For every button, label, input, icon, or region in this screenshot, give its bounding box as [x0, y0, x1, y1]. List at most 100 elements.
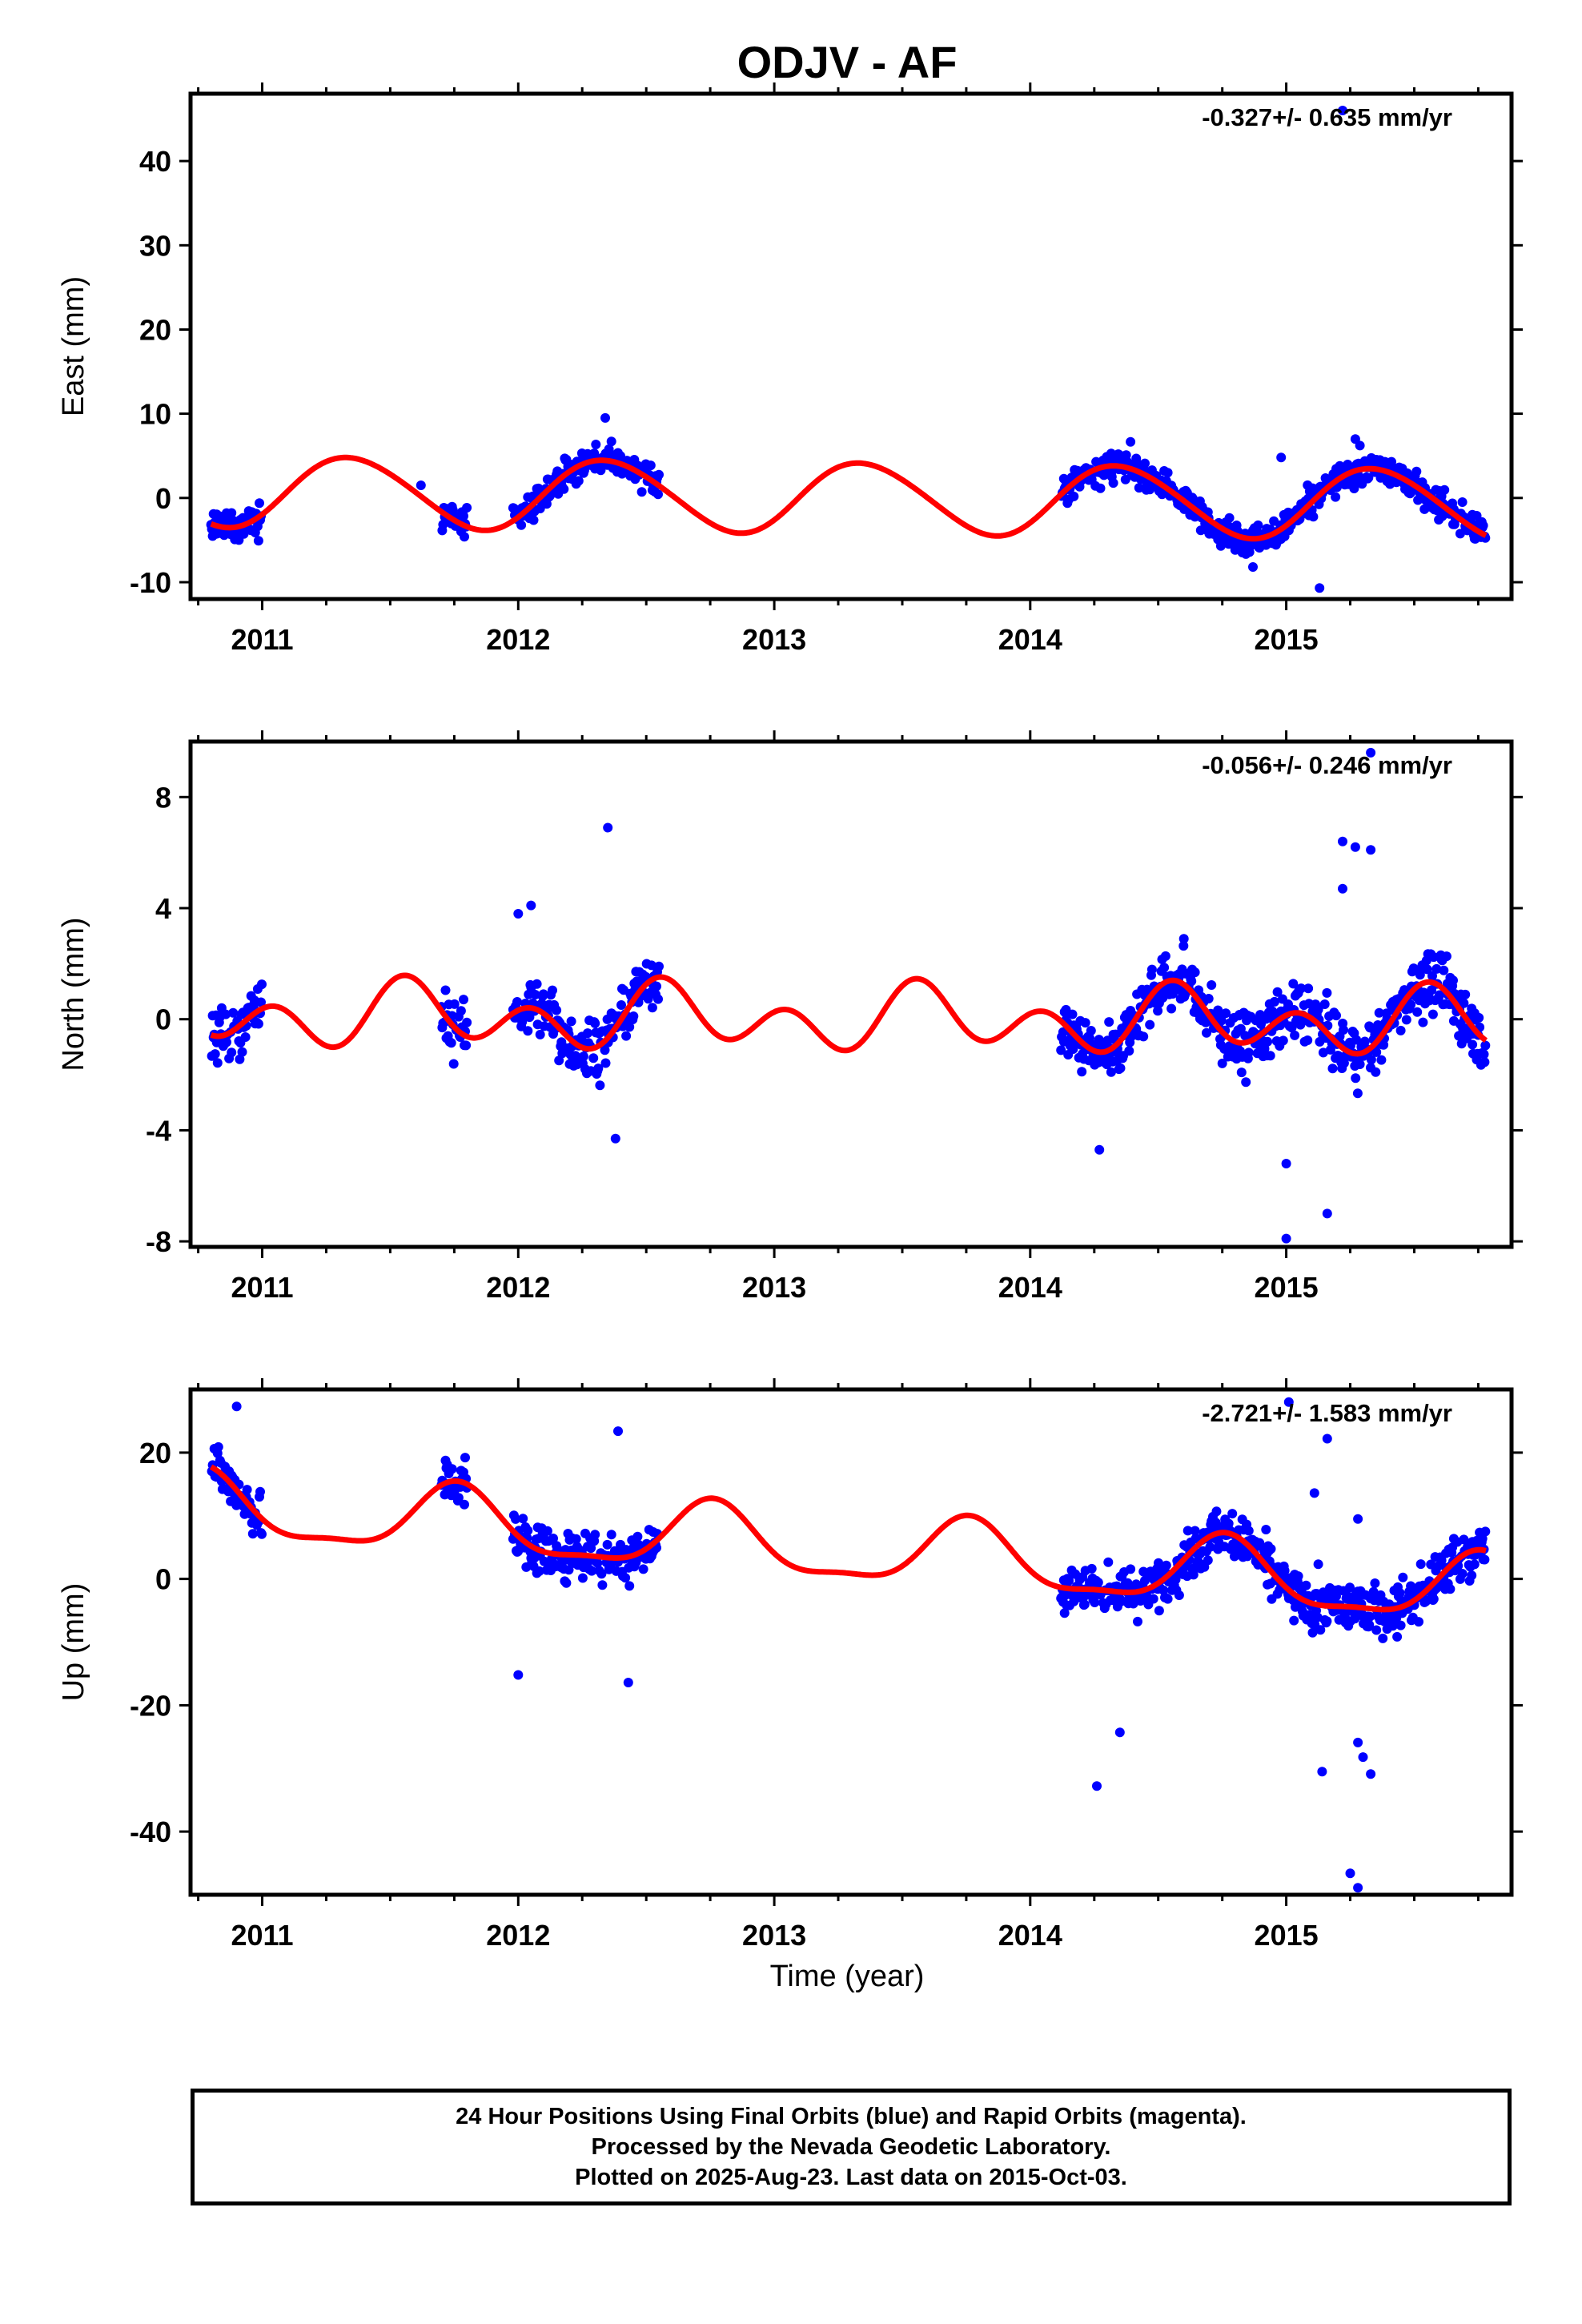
data-point: [530, 990, 540, 999]
data-point: [645, 460, 656, 471]
data-point: [1159, 963, 1170, 973]
y-tick-label: -8: [146, 1225, 171, 1258]
data-point: [1186, 976, 1197, 987]
x-tick-label: 2015: [1255, 1919, 1319, 1952]
x-tick-label: 2013: [742, 1271, 806, 1304]
data-point-outlier: [1353, 1737, 1363, 1747]
panel-east: 2011 2012 2013 2014 2015 -10 0 10 20 30 40 East (mm…: [57, 82, 1523, 656]
y-tick-label: 10: [139, 398, 171, 431]
data-point: [1435, 990, 1444, 1000]
panel-north: 2011 2012 2013 2014 2015 -8 -4 0 4 8 North (mm) -0.…: [57, 730, 1523, 1304]
data-point: [1265, 1051, 1275, 1061]
data-point: [1445, 1584, 1456, 1594]
x-tick-label: 2014: [998, 623, 1062, 656]
data-point: [561, 1578, 572, 1588]
data-point-outlier: [1283, 1397, 1294, 1407]
data-point: [1190, 1526, 1200, 1536]
data-point: [453, 1493, 464, 1503]
data-point: [516, 520, 527, 530]
data-point: [1468, 1039, 1478, 1050]
data-point: [462, 503, 472, 513]
data-point: [227, 508, 237, 518]
x-axis-label: Time (year): [770, 1960, 925, 1993]
data-point-outlier: [1281, 1159, 1291, 1168]
data-point: [654, 961, 664, 971]
data-point-outlier: [1366, 845, 1376, 855]
data-point-outlier: [1248, 562, 1258, 572]
data-point: [1133, 1616, 1142, 1626]
data-point: [566, 1016, 576, 1027]
data-point: [1331, 1011, 1341, 1021]
data-point: [1308, 512, 1319, 522]
data-point: [1327, 1063, 1338, 1074]
caption-line-3: Plotted on 2025-Aug-23. Last data on 201…: [575, 2165, 1127, 2190]
rate-annotation: -0.327+/- 0.635 mm/yr: [1202, 103, 1452, 131]
data-point: [1154, 1606, 1164, 1616]
data-point: [461, 1040, 472, 1051]
data-point: [1395, 1025, 1406, 1035]
data-point: [571, 1534, 581, 1544]
x-tick-label: 2011: [231, 623, 293, 656]
y-tick-label: -4: [146, 1114, 171, 1147]
data-point: [653, 489, 663, 500]
data-point: [212, 1058, 223, 1068]
data-point: [523, 1526, 533, 1536]
data-point: [593, 1063, 604, 1074]
data-point: [624, 1581, 635, 1591]
data-point: [1480, 1554, 1490, 1565]
data-point: [512, 997, 522, 1007]
data-point: [1301, 1580, 1311, 1590]
data-point: [1406, 1581, 1416, 1591]
data-point-outlier: [1366, 747, 1376, 758]
data-point: [257, 1529, 267, 1539]
data-point-outlier: [416, 480, 426, 490]
y-axis-label: East (mm): [57, 276, 90, 416]
data-point-outlier: [1281, 1233, 1291, 1244]
data-point: [1146, 964, 1157, 975]
data-point: [1479, 1049, 1489, 1059]
data-point: [1106, 1067, 1116, 1077]
x-tick-label: 2014: [998, 1919, 1062, 1952]
data-point: [1460, 989, 1471, 999]
data-point: [440, 985, 451, 995]
data-point-outlier: [1315, 583, 1325, 593]
data-point: [1474, 1012, 1484, 1023]
data-point: [1255, 1538, 1265, 1548]
data-point: [578, 1051, 588, 1062]
data-point: [1077, 1067, 1087, 1077]
data-point: [1211, 1506, 1222, 1517]
data-point: [1428, 1594, 1439, 1604]
data-point: [1270, 996, 1279, 1007]
data-point: [1339, 1058, 1349, 1068]
data-point: [1366, 1055, 1376, 1065]
y-tick-label: 20: [139, 314, 171, 347]
data-point: [542, 1526, 552, 1536]
data-point: [1190, 967, 1200, 978]
data-point: [1303, 983, 1314, 994]
data-point: [1414, 1617, 1423, 1627]
data-point: [1215, 541, 1226, 551]
data-point: [1162, 468, 1173, 478]
model-curve: [210, 454, 1488, 542]
data-point: [1480, 1057, 1490, 1068]
data-point: [596, 465, 606, 476]
data-point: [228, 1007, 239, 1018]
data-point: [1371, 1625, 1382, 1635]
data-point-outlier: [1338, 106, 1347, 115]
data-point-outlier: [600, 412, 610, 423]
data-point: [652, 981, 661, 991]
data-point: [253, 1019, 263, 1029]
data-point: [1322, 987, 1332, 998]
data-point: [1253, 520, 1263, 530]
y-tick-label: 4: [155, 892, 171, 925]
data-point: [253, 536, 263, 546]
data-point: [1420, 1596, 1431, 1606]
data-point: [1307, 1627, 1318, 1638]
data-point: [1368, 1586, 1379, 1597]
data-point: [247, 1529, 258, 1539]
data-point: [1138, 1031, 1149, 1042]
model-curve: [210, 972, 1488, 1057]
data-point: [1263, 1036, 1273, 1047]
data-point: [222, 1037, 231, 1047]
y-tick-label: 0: [155, 1003, 171, 1036]
